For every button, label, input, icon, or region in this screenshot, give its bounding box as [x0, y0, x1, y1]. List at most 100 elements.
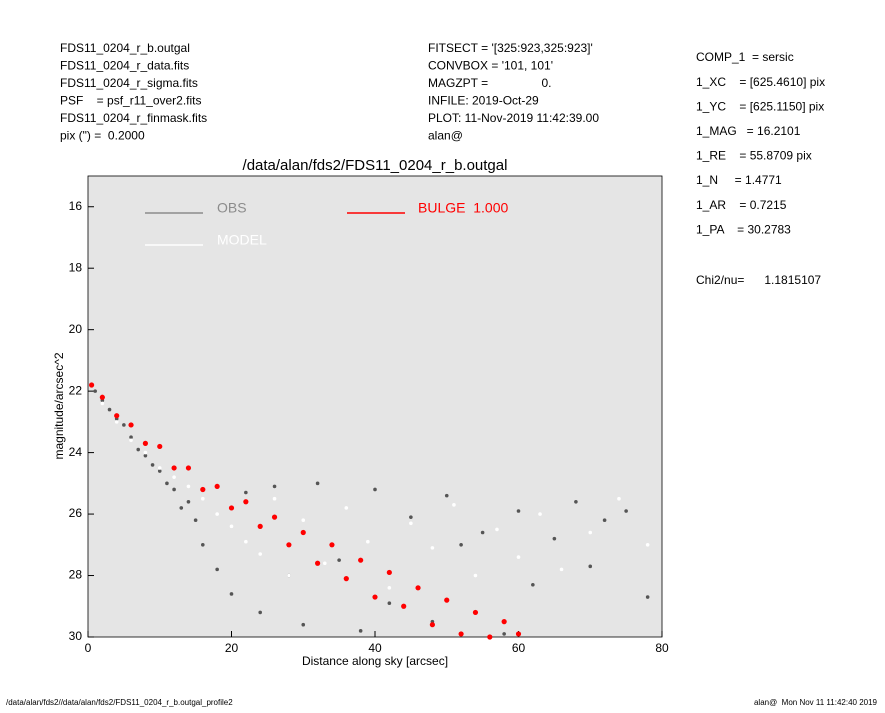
fit-parameter: 1_PA = 30.2783: [696, 222, 791, 236]
fit-parameter: 1_MAG = 16.2101: [696, 124, 801, 138]
point: [100, 401, 105, 406]
point: [645, 595, 650, 599]
point: [358, 629, 363, 633]
point: [165, 481, 169, 486]
point: [157, 466, 162, 470]
y-tick-label: 28: [69, 568, 83, 582]
point: [624, 509, 628, 513]
y-tick-label: 26: [69, 506, 83, 520]
point: [502, 632, 506, 636]
y-axis-label: magnitude/arcsec^2: [52, 352, 66, 459]
point: [358, 557, 364, 563]
point: [258, 552, 263, 556]
point: [157, 469, 162, 473]
header-middle-line: MAGZPT = 0.: [428, 76, 551, 90]
y-tick-label: 18: [69, 260, 83, 274]
point: [315, 481, 320, 486]
point: [129, 435, 133, 440]
legend-label: MODEL: [217, 232, 267, 248]
data-points: [88, 382, 650, 640]
point: [201, 496, 205, 501]
point: [129, 438, 133, 443]
point: [588, 530, 593, 535]
fit-parameter: 1_AR = 0.7215: [696, 198, 787, 212]
point: [315, 560, 321, 566]
point: [186, 484, 191, 489]
point: [516, 555, 521, 559]
point: [157, 443, 163, 450]
point: [531, 582, 535, 587]
point: [516, 509, 521, 513]
header-middle-line: alan@: [428, 129, 463, 143]
point: [444, 493, 449, 498]
fit-parameter: 1_RE = 55.8709 pix: [696, 149, 812, 163]
point: [459, 543, 463, 547]
point: [201, 543, 205, 547]
point: [142, 440, 148, 446]
point: [495, 527, 499, 532]
point: [617, 496, 621, 501]
y-tick-label: 30: [69, 629, 83, 643]
x-tick-label: 0: [85, 641, 92, 655]
point: [322, 561, 327, 566]
point: [272, 484, 277, 489]
point: [229, 592, 234, 596]
point: [559, 567, 564, 572]
point: [401, 603, 407, 609]
point: [186, 499, 191, 504]
point: [172, 475, 176, 479]
fit-parameter: 1_XC = [625.4610] pix: [696, 75, 825, 89]
point: [386, 569, 392, 576]
point: [574, 499, 578, 504]
point: [243, 499, 249, 505]
y-tick-label: 20: [69, 322, 83, 336]
point: [588, 564, 593, 569]
point: [228, 505, 235, 511]
header-middle-line: FITSECT = '[325:923,325:923]': [428, 41, 593, 55]
point: [114, 420, 119, 424]
header-left-line: FDS11_0204_r_finmask.fits: [60, 111, 207, 125]
point: [107, 407, 112, 412]
point: [150, 463, 155, 467]
point: [128, 422, 134, 428]
point: [538, 512, 542, 516]
point: [258, 610, 263, 615]
plot-area: [87, 175, 663, 638]
point: [185, 465, 192, 471]
point: [114, 413, 120, 419]
point: [480, 530, 485, 535]
point: [387, 586, 392, 590]
point: [373, 487, 377, 492]
point: [272, 496, 277, 501]
legend-label: OBS: [217, 200, 247, 216]
y-tick-label: 22: [69, 383, 83, 397]
point: [645, 543, 650, 547]
point: [229, 524, 234, 529]
point: [387, 601, 392, 605]
point: [344, 506, 349, 510]
point: [301, 622, 306, 627]
point: [200, 486, 206, 493]
header-left-line: FDS11_0204_r_data.fits: [60, 59, 189, 73]
footer-right: alan@ Mon Nov 11 11:42:40 2019: [754, 698, 878, 707]
point: [244, 490, 248, 495]
point: [458, 631, 464, 637]
header-middle-line: INFILE: 2019-Oct-29: [428, 94, 539, 108]
point: [244, 539, 248, 544]
footer-left: /data/alan/fds2//data/alan/fds2/FDS11_02…: [6, 698, 233, 707]
fit-parameter: 1_YC = [625.1150] pix: [696, 99, 824, 113]
point: [301, 518, 306, 523]
point: [429, 622, 435, 628]
point: [329, 542, 335, 548]
point: [99, 394, 105, 400]
point: [452, 503, 456, 507]
chart-title: /data/alan/fds2/FDS11_0204_r_b.outgal: [243, 157, 508, 174]
point: [472, 609, 479, 616]
point: [214, 483, 220, 490]
point: [215, 567, 219, 572]
point: [552, 536, 557, 541]
x-axis-label: Distance along sky [arcsec]: [302, 654, 448, 668]
x-tick-label: 40: [368, 641, 382, 655]
y-tick-label: 24: [69, 445, 83, 459]
